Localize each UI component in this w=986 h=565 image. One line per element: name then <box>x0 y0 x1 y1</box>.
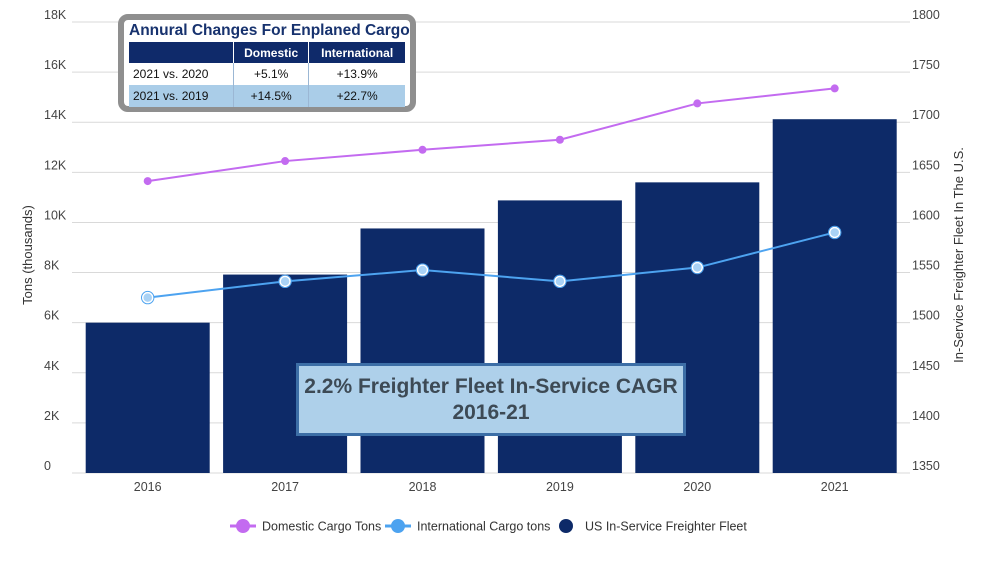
fleet-bar <box>85 322 210 473</box>
y-left-tick-label: 18K <box>44 8 67 22</box>
legend-label: Domestic Cargo Tons <box>262 520 381 534</box>
table-header-international: International <box>308 42 405 63</box>
y-left-tick-label: 4K <box>44 359 60 373</box>
international-point <box>691 261 704 274</box>
annual-changes-table: Domestic International 2021 vs. 2020 +5.… <box>129 42 405 107</box>
international-point-ring <box>278 274 292 289</box>
table-header-blank <box>129 42 234 63</box>
international-point-ring <box>553 274 567 289</box>
legend-label: International Cargo tons <box>417 520 550 534</box>
international-point <box>416 264 429 276</box>
table-header-domestic: Domestic <box>233 42 310 63</box>
table-header-row: Domestic International <box>129 42 405 63</box>
y-right-tick-label: 1800 <box>912 8 940 22</box>
y-right-tick-label: 1700 <box>912 108 940 122</box>
y-left-tick-label: 12K <box>44 158 67 172</box>
y-right-tick-label: 1650 <box>912 158 940 172</box>
legend-dot-swatch <box>559 519 573 533</box>
domestic-point <box>830 84 839 93</box>
domestic-point <box>143 177 152 186</box>
y-left-tick-label: 2K <box>44 409 60 423</box>
domestic-line <box>147 87 835 183</box>
y-right-tick-label: 1550 <box>912 259 940 273</box>
international-point-ring <box>415 263 430 277</box>
x-tick-label: 2018 <box>409 480 437 494</box>
row-label: 2021 vs. 2019 <box>129 85 234 107</box>
legend: Domestic Cargo Tons International Cargo t… <box>230 519 747 534</box>
domestic-point <box>281 157 290 166</box>
international-change: +22.7% <box>308 85 405 107</box>
y-left-tick-label: 0 <box>44 459 51 473</box>
row-label: 2021 vs. 2020 <box>129 63 234 85</box>
domestic-change: +5.1% <box>233 63 310 85</box>
legend-dot-swatch <box>391 519 405 533</box>
cagr-callout: 2.2% Freighter Fleet In-Service CAGR 201… <box>296 363 686 436</box>
legend-label: US In-Service Freighter Fleet <box>585 520 747 534</box>
international-point <box>279 275 291 288</box>
callout-line-1: 2.2% Freighter Fleet In-Service CAGR <box>304 375 678 398</box>
table-row: 2021 vs. 2020 +5.1% +13.9% <box>129 63 405 85</box>
y-axis-left-title: Tons (thousands) <box>20 205 35 305</box>
y-right-tick-label: 1500 <box>912 309 940 323</box>
domestic-point <box>693 99 702 108</box>
y-right-tick-label: 1400 <box>912 409 940 423</box>
y-right-tick-label: 1350 <box>912 459 940 473</box>
inset-table-title: Annural Changes For Enplaned Cargo <box>129 22 410 39</box>
international-point-ring <box>828 225 842 240</box>
x-tick-label: 2021 <box>821 480 849 494</box>
callout-line-2: 2016-21 <box>452 401 530 424</box>
annual-changes-table-panel: Annural Changes For Enplaned Cargo Domes… <box>118 14 416 112</box>
international-line <box>147 231 835 299</box>
y-left-tick-label: 8K <box>44 259 60 273</box>
y-left-tick-label: 14K <box>44 108 67 122</box>
y-left-tick-label: 6K <box>44 309 60 323</box>
international-point <box>828 226 841 239</box>
international-point <box>554 275 566 288</box>
table-row: 2021 vs. 2019 +14.5% +22.7% <box>129 85 405 107</box>
international-point-ring <box>141 290 155 305</box>
domestic-point <box>555 135 564 144</box>
y-right-tick-label: 1450 <box>912 359 940 373</box>
y-axis-right-title: In-Service Freighter Fleet In The U.S. <box>951 147 966 363</box>
x-tick-label: 2019 <box>546 480 574 494</box>
y-right-tick-label: 1600 <box>912 208 940 222</box>
international-point <box>141 291 154 304</box>
x-tick-label: 2020 <box>683 480 711 494</box>
international-point-ring <box>690 260 704 275</box>
domestic-change: +14.5% <box>233 85 310 107</box>
y-left-tick-label: 10K <box>44 208 67 222</box>
x-tick-label: 2017 <box>271 480 299 494</box>
y-left-tick-label: 16K <box>44 58 67 72</box>
legend-dot-swatch <box>236 519 250 533</box>
x-tick-label: 2016 <box>134 480 162 494</box>
domestic-point <box>418 145 427 154</box>
fleet-bar <box>772 119 897 474</box>
international-change: +13.9% <box>336 67 378 81</box>
y-right-tick-label: 1750 <box>912 58 940 72</box>
